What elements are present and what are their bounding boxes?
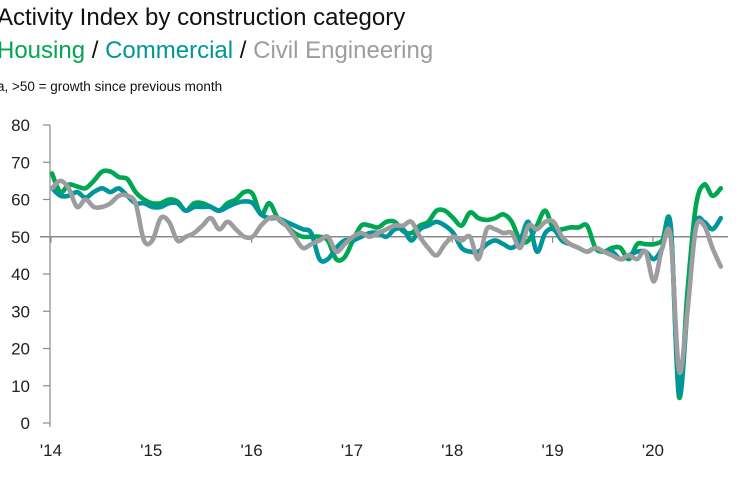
- series-line-civil-engineering: [49, 178, 724, 376]
- y-tick-label: 0: [21, 414, 30, 433]
- legend-housing: Housing: [0, 37, 86, 64]
- x-tick-label: '15: [140, 441, 162, 460]
- y-tick-label: 10: [11, 377, 30, 396]
- legend-separator: /: [91, 37, 99, 64]
- legend-commercial: Commercial: [105, 37, 234, 64]
- x-tick-label: '16: [241, 441, 263, 460]
- y-tick-label: 60: [11, 191, 30, 210]
- x-tick-label: '18: [441, 441, 463, 460]
- y-tick-label: 70: [11, 153, 30, 172]
- y-tick-label: 50: [11, 228, 30, 247]
- x-tick-label: '20: [642, 441, 664, 460]
- x-tick-label: '17: [341, 441, 363, 460]
- x-tick-label: '19: [542, 441, 564, 460]
- y-tick-label: 20: [11, 340, 30, 359]
- series-line-housing: [49, 168, 724, 401]
- series-line-commercial: [49, 186, 724, 398]
- legend-civil-engineering: Civil Engineering: [253, 37, 434, 64]
- chart-note: a, >50 = growth since previous month: [0, 79, 223, 94]
- y-tick-label: 30: [11, 302, 30, 321]
- chart-title: Activity Index by construction category: [0, 4, 406, 31]
- x-tick-label: '14: [40, 441, 62, 460]
- legend: Housing / Commercial / Civil Engineering: [0, 37, 433, 65]
- legend-separator: /: [239, 37, 247, 64]
- y-tick-label: 80: [11, 116, 30, 135]
- y-tick-label: 40: [11, 265, 30, 284]
